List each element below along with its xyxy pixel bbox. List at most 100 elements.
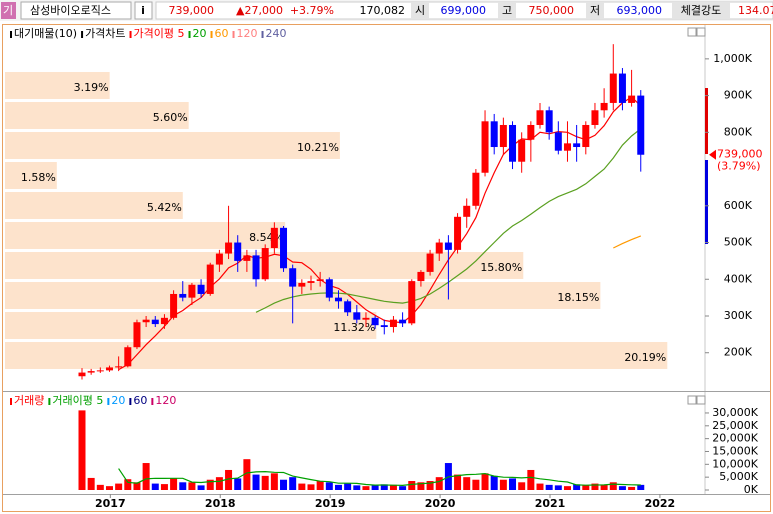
volume-bar (490, 475, 498, 490)
candle-body (509, 124, 517, 162)
volume-profile-label: 15.80% (480, 261, 522, 274)
x-tick-label: 2018 (205, 497, 236, 510)
legend-label: 60 (133, 394, 147, 407)
legend-swatch (129, 31, 132, 38)
candle-body (289, 268, 297, 287)
volume-bar (234, 478, 242, 490)
candle-body (307, 281, 315, 283)
info-box[interactable] (134, 1, 153, 20)
legend-label: 240 (266, 27, 287, 40)
candle-body (600, 102, 608, 111)
candle-body (435, 242, 443, 254)
candle-body (637, 95, 645, 155)
candle-body (563, 143, 571, 151)
volume-profile-label: 8.54% (249, 231, 284, 244)
volume-bar (280, 479, 288, 490)
volume-bar (334, 484, 342, 490)
candle-body (124, 347, 132, 367)
candle-body (96, 370, 104, 372)
open-label: 시 (415, 4, 425, 17)
legend-label: 60 (215, 27, 229, 40)
volume-bar (399, 486, 407, 490)
info-button[interactable]: i (141, 4, 145, 17)
candle-body (454, 216, 462, 250)
candle-body (472, 172, 480, 206)
name-box[interactable] (20, 1, 132, 20)
volume-bar (261, 475, 269, 490)
volume-bar (307, 484, 315, 490)
volume-bar (389, 484, 397, 490)
y-tick-label: 25,000K (712, 419, 758, 432)
y-tick-label: 5,000K (719, 470, 758, 483)
candle-body (225, 242, 233, 254)
legend-label: 20 (193, 27, 207, 40)
volume-bar (142, 463, 150, 490)
volume-profile-label: 5.60% (153, 111, 188, 124)
tab[interactable]: 기 (3, 4, 13, 17)
volume-bar (179, 482, 187, 490)
legend-label: 120 (237, 27, 258, 40)
candle-body (325, 279, 333, 298)
candle-body (426, 253, 434, 272)
volume-profile-label: 18.15% (557, 291, 599, 304)
x-tick-label: 2017 (95, 497, 126, 510)
legend-swatch (261, 31, 264, 38)
legend-swatch (107, 398, 110, 405)
volume-bar (289, 477, 297, 490)
moving-average-line (118, 96, 642, 371)
tab-box[interactable] (1, 2, 16, 19)
y-tick-label: 800K (724, 125, 753, 138)
panel-button[interactable] (696, 27, 706, 37)
candle-body (371, 317, 379, 326)
candle-body (362, 317, 370, 320)
volume-profile-bar (5, 72, 110, 99)
volume-bar (344, 483, 352, 490)
candle-body (234, 242, 242, 261)
legend-swatch (10, 31, 12, 38)
candle-body (243, 255, 251, 261)
candle-body (160, 317, 168, 325)
volume-profile-bar (5, 192, 183, 219)
volume-bar (96, 484, 104, 490)
y-tick-label: 500K (724, 236, 753, 249)
panel-button[interactable] (687, 395, 697, 405)
volume-bar (481, 473, 489, 490)
high: 750,000 (529, 4, 575, 17)
candle-body (536, 110, 544, 125)
volume-bar (637, 484, 645, 490)
legend-swatch (10, 398, 12, 405)
candle-body (573, 143, 581, 148)
volume-bar (454, 474, 462, 490)
low: 693,000 (617, 4, 663, 17)
y-tick-label: 900K (724, 89, 753, 102)
low-label: 저 (590, 4, 600, 17)
volume: 170,082 (360, 4, 406, 17)
volume-bar (563, 486, 571, 490)
panel-button[interactable] (696, 395, 706, 405)
candle-body (344, 301, 352, 313)
panel-button[interactable] (687, 27, 697, 37)
low-label-box (586, 2, 604, 19)
volume-profile-bar (5, 162, 57, 189)
legend-label: 120 (155, 394, 176, 407)
candle-body (87, 371, 95, 373)
candle-body (527, 124, 535, 140)
volume-bar (628, 486, 636, 490)
volume-bar (426, 481, 434, 490)
volume-bar (408, 481, 416, 490)
stock-name[interactable]: 삼성바이오로직스 (30, 4, 111, 17)
candle-body (179, 293, 187, 298)
y-tick-label: 15,000K (712, 444, 758, 457)
volume-bar (417, 482, 425, 490)
volume-bar (463, 477, 471, 490)
volume-bar (243, 459, 251, 490)
volume-bar (115, 483, 123, 490)
candle-body (197, 284, 205, 294)
candle-body (481, 121, 489, 173)
strength-label: 체결강도 (681, 4, 721, 17)
volume-profile-label: 11.32% (333, 321, 375, 334)
volume-bar (151, 483, 159, 490)
high-label-box (498, 2, 516, 19)
volume-profile-bar (5, 132, 340, 159)
